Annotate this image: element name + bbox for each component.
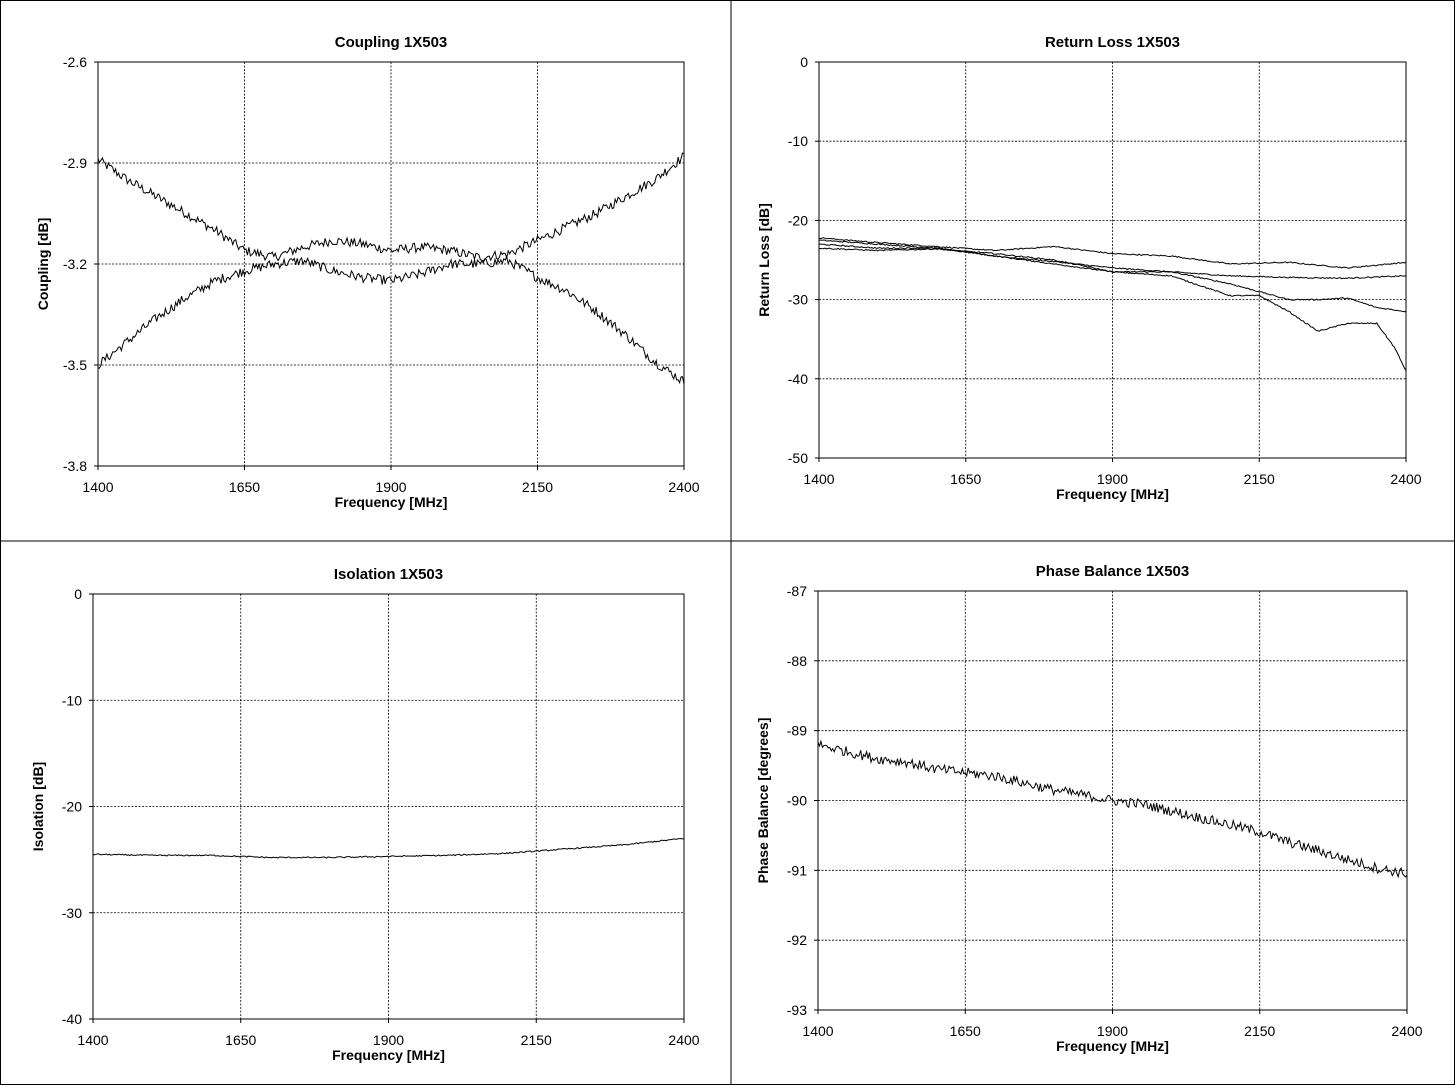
y-tick-label: -2.6 (63, 54, 87, 70)
y-tick-label: -50 (788, 450, 808, 466)
x-tick-label: 2400 (668, 1032, 699, 1048)
x-tick-label: 2400 (1391, 1023, 1422, 1039)
chart-title: Return Loss 1X503 (1045, 34, 1180, 51)
y-tick-label: -2.9 (63, 155, 87, 171)
x-axis-label: Frequency [MHz] (1056, 1038, 1169, 1054)
chart-panel-3: 0 -10 -20 -30 -40 1400 1650 1900 2150 2400 Isolati… (30, 566, 700, 1063)
y-tick-label: -20 (62, 799, 82, 815)
x-tick-label: 2150 (1244, 471, 1275, 487)
series-line-1 (818, 237, 1407, 269)
y-tick-label: -90 (787, 793, 807, 809)
chart-title: Phase Balance 1X503 (1036, 563, 1189, 580)
y-tick-label: -30 (788, 292, 808, 308)
series-line-1 (817, 739, 1408, 879)
y-axis-label: Phase Balance [degrees] (755, 718, 771, 884)
y-axis-label: Isolation [dB] (30, 762, 46, 851)
y-tick-label: -92 (787, 932, 807, 948)
series-line-4 (818, 247, 1407, 371)
x-tick-label: 1400 (802, 1023, 833, 1039)
x-tick-label: 1400 (803, 471, 834, 487)
x-tick-label: 1900 (373, 1032, 404, 1048)
chart-title: Isolation 1X503 (334, 566, 443, 583)
chart-panel-2: 0 -10 -20 -30 -40 -50 1400 1650 1900 2150 2400 Retu… (756, 34, 1422, 502)
x-tick-label: 2150 (521, 1032, 552, 1048)
y-tick-label: -91 (787, 862, 807, 878)
y-tick-label: -40 (788, 371, 808, 387)
y-tick-label: -10 (788, 133, 808, 149)
chart-panel-4: -87 -88 -89 -90 -91 -92 -93 1400 1650 1900 2150 240… (755, 563, 1423, 1054)
y-tick-label: 0 (74, 586, 82, 602)
y-tick-label: -30 (62, 905, 82, 921)
y-tick-label: -20 (788, 212, 808, 228)
y-tick-label: -88 (787, 653, 807, 669)
x-tick-label: 1650 (229, 479, 260, 495)
x-tick-label: 2150 (522, 479, 553, 495)
x-tick-label: 1900 (375, 479, 406, 495)
series-line-3 (818, 243, 1407, 313)
y-tick-label: -89 (787, 723, 807, 739)
y-tick-label: -40 (62, 1011, 82, 1027)
chart-title: Coupling 1X503 (335, 34, 448, 51)
x-tick-label: 1400 (77, 1032, 108, 1048)
series-line-2 (818, 239, 1407, 280)
y-axis-label: Return Loss [dB] (756, 203, 772, 317)
y-tick-label: -10 (62, 692, 82, 708)
x-tick-label: 2150 (1244, 1023, 1275, 1039)
chart-panel-1: -2.6 -2.9 -3.2 -3.5 -3.8 1400 1650 1900 2150 2400… (35, 34, 700, 510)
y-tick-label: -3.5 (63, 357, 87, 373)
y-tick-label: -93 (787, 1002, 807, 1018)
series-line-2 (97, 254, 685, 385)
x-axis-label: Frequency [MHz] (332, 1047, 445, 1063)
x-tick-label: 2400 (668, 479, 699, 495)
x-tick-label: 1400 (82, 479, 113, 495)
y-tick-label: -87 (787, 583, 807, 599)
x-tick-label: 1650 (950, 1023, 981, 1039)
y-axis-label: Coupling [dB] (35, 218, 51, 311)
x-axis-label: Frequency [MHz] (1056, 486, 1169, 502)
x-tick-label: 1650 (950, 471, 981, 487)
y-tick-label: -3.2 (63, 256, 87, 272)
series-line-1 (92, 838, 685, 859)
x-tick-label: 2400 (1390, 471, 1421, 487)
y-tick-label: -3.8 (63, 458, 87, 474)
x-tick-label: 1650 (225, 1032, 256, 1048)
y-tick-label: 0 (800, 54, 808, 70)
series-line-1 (97, 152, 685, 262)
x-tick-label: 1900 (1097, 471, 1128, 487)
x-axis-label: Frequency [MHz] (335, 494, 448, 510)
x-tick-label: 1900 (1097, 1023, 1128, 1039)
